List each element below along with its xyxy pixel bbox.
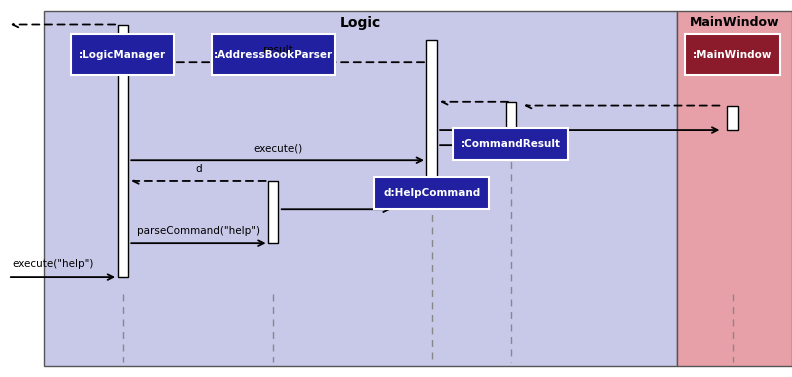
Bar (427, 40, 437, 177)
Text: execute(): execute() (253, 143, 303, 153)
Text: parseCommand("help"): parseCommand("help") (137, 226, 260, 236)
Text: d: d (195, 164, 202, 174)
Bar (685, 34, 780, 75)
Text: :MainWindow: :MainWindow (693, 50, 772, 60)
Bar (454, 128, 569, 160)
Text: d:HelpCommand: d:HelpCommand (383, 188, 480, 198)
Bar (44, 11, 677, 366)
Bar (677, 11, 792, 366)
Text: MainWindow: MainWindow (690, 16, 779, 29)
Bar (268, 181, 279, 243)
Text: :LogicManager: :LogicManager (79, 50, 166, 60)
Text: Logic: Logic (340, 15, 381, 30)
Text: execute("help"): execute("help") (12, 259, 93, 269)
Text: :CommandResult: :CommandResult (461, 139, 561, 149)
Text: :AddressBookParser: :AddressBookParser (214, 50, 333, 60)
Bar (117, 25, 128, 277)
Text: result: result (263, 45, 292, 55)
Bar (71, 34, 174, 75)
Bar (211, 34, 335, 75)
Bar (728, 106, 738, 130)
Bar (506, 102, 516, 155)
Bar (375, 177, 489, 209)
